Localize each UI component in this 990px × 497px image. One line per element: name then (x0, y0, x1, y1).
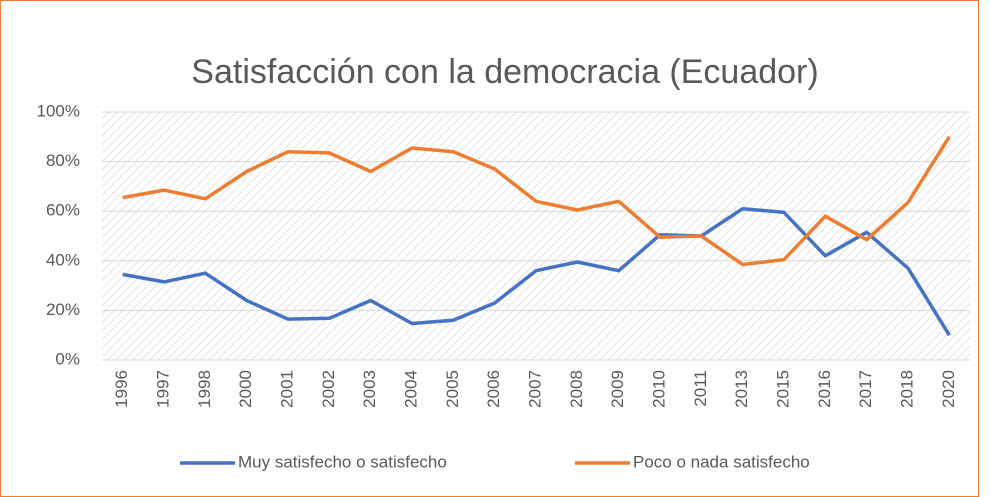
x-tick-label: 2000 (236, 370, 255, 408)
line-series (122, 135, 951, 267)
x-tick-label: 2017 (856, 370, 875, 408)
chart-title: Satisfacción con la democracia (Ecuador) (191, 53, 818, 91)
x-tick-label: 2005 (443, 370, 462, 408)
y-tick-label: 60% (46, 201, 80, 220)
x-tick-label: 2007 (525, 370, 544, 408)
x-tick-label: 2003 (360, 370, 379, 408)
y-tick-label: 0% (55, 349, 80, 368)
y-tick-label: 80% (46, 151, 80, 170)
x-tick-label: 2002 (319, 370, 338, 408)
x-tick-label: 2008 (567, 370, 586, 408)
legend-label: Muy satisfecho o satisfecho (238, 452, 447, 471)
y-tick-label: 100% (37, 101, 80, 120)
x-tick-label: 2011 (691, 370, 710, 407)
legend-label: Poco o nada satisfecho (633, 452, 810, 471)
x-tick-label: 1998 (195, 370, 214, 408)
x-tick-label: 2006 (484, 370, 503, 408)
x-tick-label: 2015 (773, 370, 792, 408)
y-tick-label: 20% (46, 300, 80, 319)
x-tick-label: 2020 (939, 370, 958, 408)
line-series (122, 206, 951, 337)
x-tick-label: 2010 (649, 370, 668, 408)
plot-background (102, 112, 970, 360)
x-tick-label: 2018 (897, 370, 916, 408)
x-tick-label: 2013 (732, 370, 751, 408)
x-tick-label: 1996 (112, 370, 131, 408)
x-tick-label: 2016 (815, 370, 834, 408)
x-tick-label: 1997 (153, 370, 172, 408)
x-tick-label: 2009 (608, 370, 627, 408)
y-tick-label: 40% (46, 250, 80, 269)
x-tick-label: 2004 (401, 370, 420, 408)
x-tick-label: 2001 (277, 370, 296, 408)
